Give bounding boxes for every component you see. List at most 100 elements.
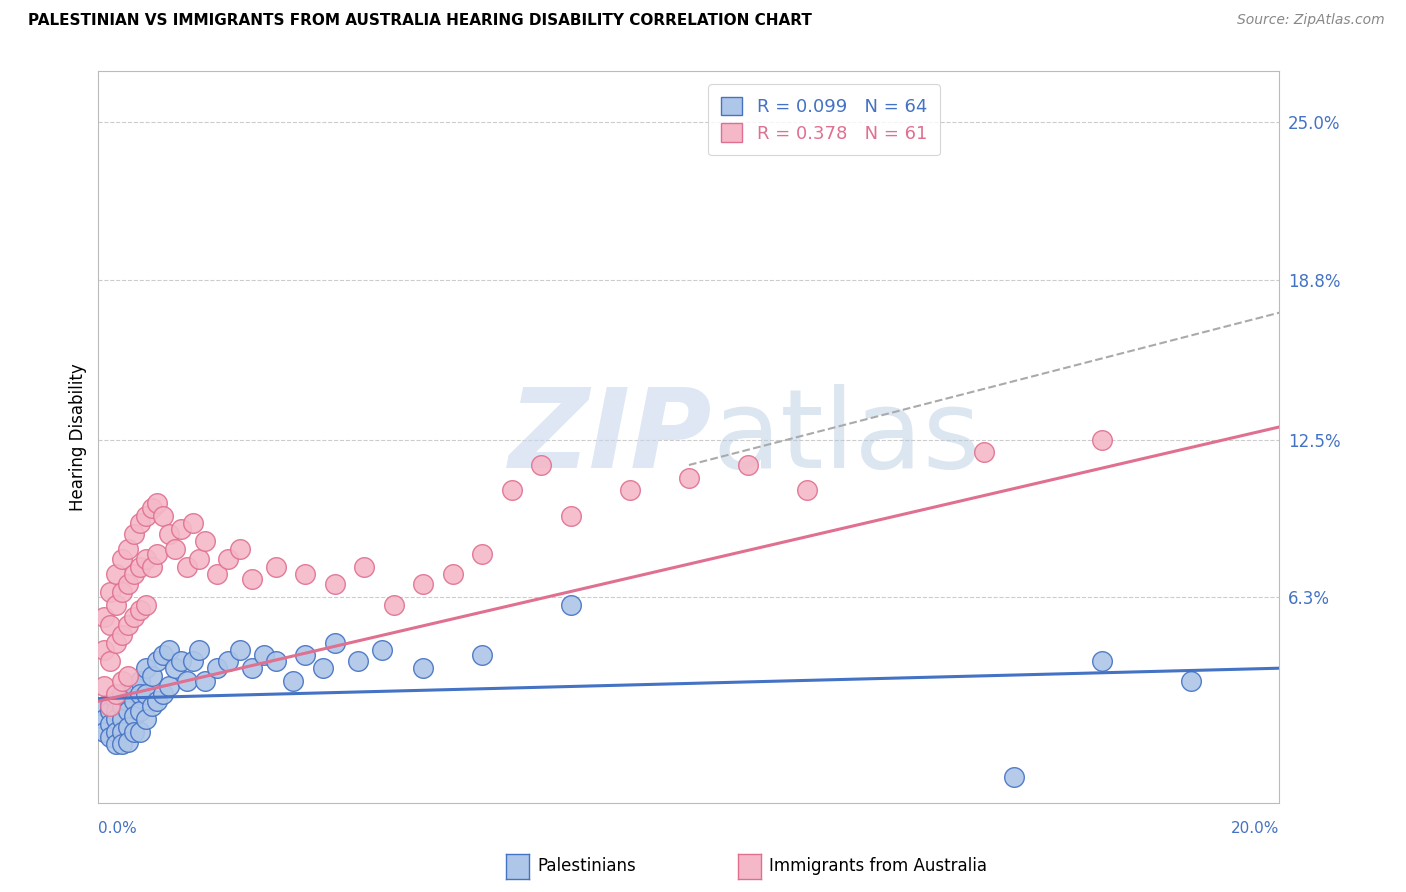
Point — [135, 508, 157, 523]
Point — [264, 559, 287, 574]
Text: atlas: atlas — [713, 384, 981, 491]
Point — [105, 636, 128, 650]
Point — [157, 679, 180, 693]
Point — [283, 673, 305, 688]
Point — [111, 673, 134, 688]
Point — [105, 567, 128, 582]
Point — [157, 526, 180, 541]
Point — [170, 521, 193, 535]
Point — [98, 717, 121, 731]
Point — [1002, 771, 1025, 785]
Point — [187, 552, 209, 566]
Point — [105, 694, 128, 708]
Point — [105, 705, 128, 719]
Point — [187, 643, 209, 657]
Point — [530, 458, 553, 472]
Point — [152, 648, 174, 663]
Point — [205, 661, 228, 675]
Point — [253, 648, 276, 663]
Point — [98, 705, 121, 719]
Point — [93, 679, 115, 693]
Point — [176, 673, 198, 688]
Point — [412, 661, 434, 675]
Point — [105, 598, 128, 612]
Point — [93, 610, 115, 624]
Point — [111, 724, 134, 739]
Point — [141, 699, 163, 714]
Point — [264, 654, 287, 668]
Point — [111, 552, 134, 566]
Point — [93, 643, 115, 657]
Point — [105, 687, 128, 701]
Point — [146, 547, 169, 561]
Legend: R = 0.099   N = 64, R = 0.378   N = 61: R = 0.099 N = 64, R = 0.378 N = 61 — [709, 84, 939, 155]
Point — [146, 496, 169, 510]
Text: Immigrants from Australia: Immigrants from Australia — [769, 857, 987, 875]
Point — [501, 483, 523, 498]
Point — [347, 654, 370, 668]
Point — [122, 610, 145, 624]
Point — [294, 567, 316, 582]
Point — [128, 516, 150, 531]
Point — [157, 643, 180, 657]
Point — [93, 724, 115, 739]
Point — [165, 541, 187, 556]
Point — [146, 694, 169, 708]
Point — [128, 559, 150, 574]
Text: 0.0%: 0.0% — [98, 821, 138, 836]
Point — [93, 699, 115, 714]
Point — [117, 735, 139, 749]
Point — [105, 738, 128, 752]
Point — [135, 598, 157, 612]
Point — [122, 679, 145, 693]
Point — [1091, 654, 1114, 668]
Point — [205, 567, 228, 582]
Point — [117, 705, 139, 719]
Point — [98, 585, 121, 599]
Point — [973, 445, 995, 459]
Point — [111, 687, 134, 701]
Point — [1180, 673, 1202, 688]
Point — [128, 603, 150, 617]
Point — [98, 654, 121, 668]
Point — [229, 643, 252, 657]
Point — [117, 618, 139, 632]
Point — [111, 738, 134, 752]
Point — [93, 712, 115, 726]
Point — [1091, 433, 1114, 447]
Point — [117, 541, 139, 556]
Point — [111, 628, 134, 642]
Point — [128, 705, 150, 719]
Y-axis label: Hearing Disability: Hearing Disability — [69, 363, 87, 511]
Point — [135, 712, 157, 726]
Point — [353, 559, 375, 574]
Point — [371, 643, 394, 657]
Point — [117, 669, 139, 683]
Text: PALESTINIAN VS IMMIGRANTS FROM AUSTRALIA HEARING DISABILITY CORRELATION CHART: PALESTINIAN VS IMMIGRANTS FROM AUSTRALIA… — [28, 13, 813, 29]
Point — [240, 661, 263, 675]
Point — [122, 694, 145, 708]
Point — [98, 618, 121, 632]
Point — [105, 712, 128, 726]
Point — [141, 501, 163, 516]
Point — [323, 577, 346, 591]
Text: 20.0%: 20.0% — [1232, 821, 1279, 836]
Point — [98, 699, 121, 714]
Point — [796, 483, 818, 498]
Point — [122, 567, 145, 582]
Point — [141, 559, 163, 574]
Point — [117, 720, 139, 734]
Point — [737, 458, 759, 472]
Point — [181, 516, 204, 531]
Point — [135, 661, 157, 675]
Point — [165, 661, 187, 675]
Point — [98, 699, 121, 714]
Point — [323, 636, 346, 650]
Point — [98, 730, 121, 744]
Point — [170, 654, 193, 668]
Point — [141, 669, 163, 683]
Point — [111, 699, 134, 714]
Point — [128, 673, 150, 688]
Point — [135, 552, 157, 566]
Text: ZIP: ZIP — [509, 384, 713, 491]
